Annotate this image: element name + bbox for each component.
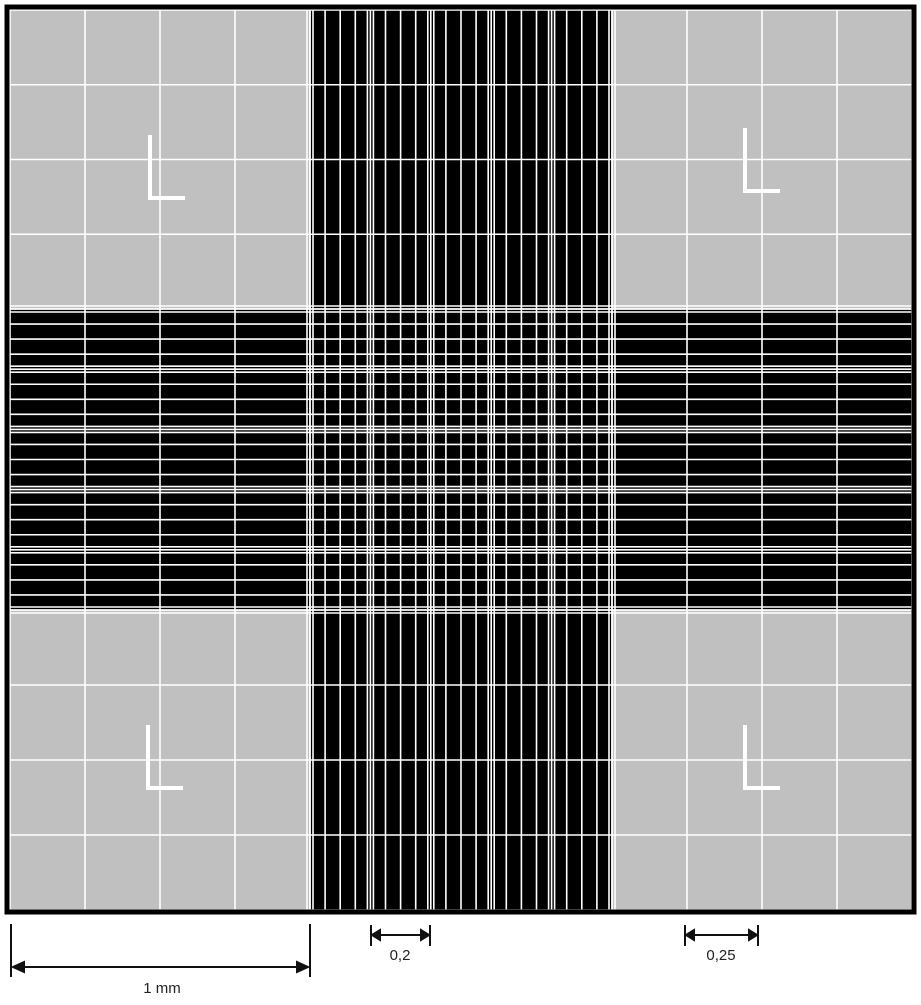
corner-l-mark xyxy=(743,128,780,193)
scale-label-0-25: 0,25 xyxy=(706,947,735,964)
scale-0-25 xyxy=(684,925,759,946)
corner-l-mark xyxy=(743,725,780,790)
scale-0-2 xyxy=(370,925,431,946)
outer-border xyxy=(4,4,917,915)
scale-label-0-2: 0,2 xyxy=(390,947,411,964)
scale-1mm xyxy=(10,924,311,977)
corner-l-mark xyxy=(148,135,185,200)
corner-l-mark xyxy=(146,725,183,790)
scale-label-1mm: 1 mm xyxy=(143,980,181,997)
